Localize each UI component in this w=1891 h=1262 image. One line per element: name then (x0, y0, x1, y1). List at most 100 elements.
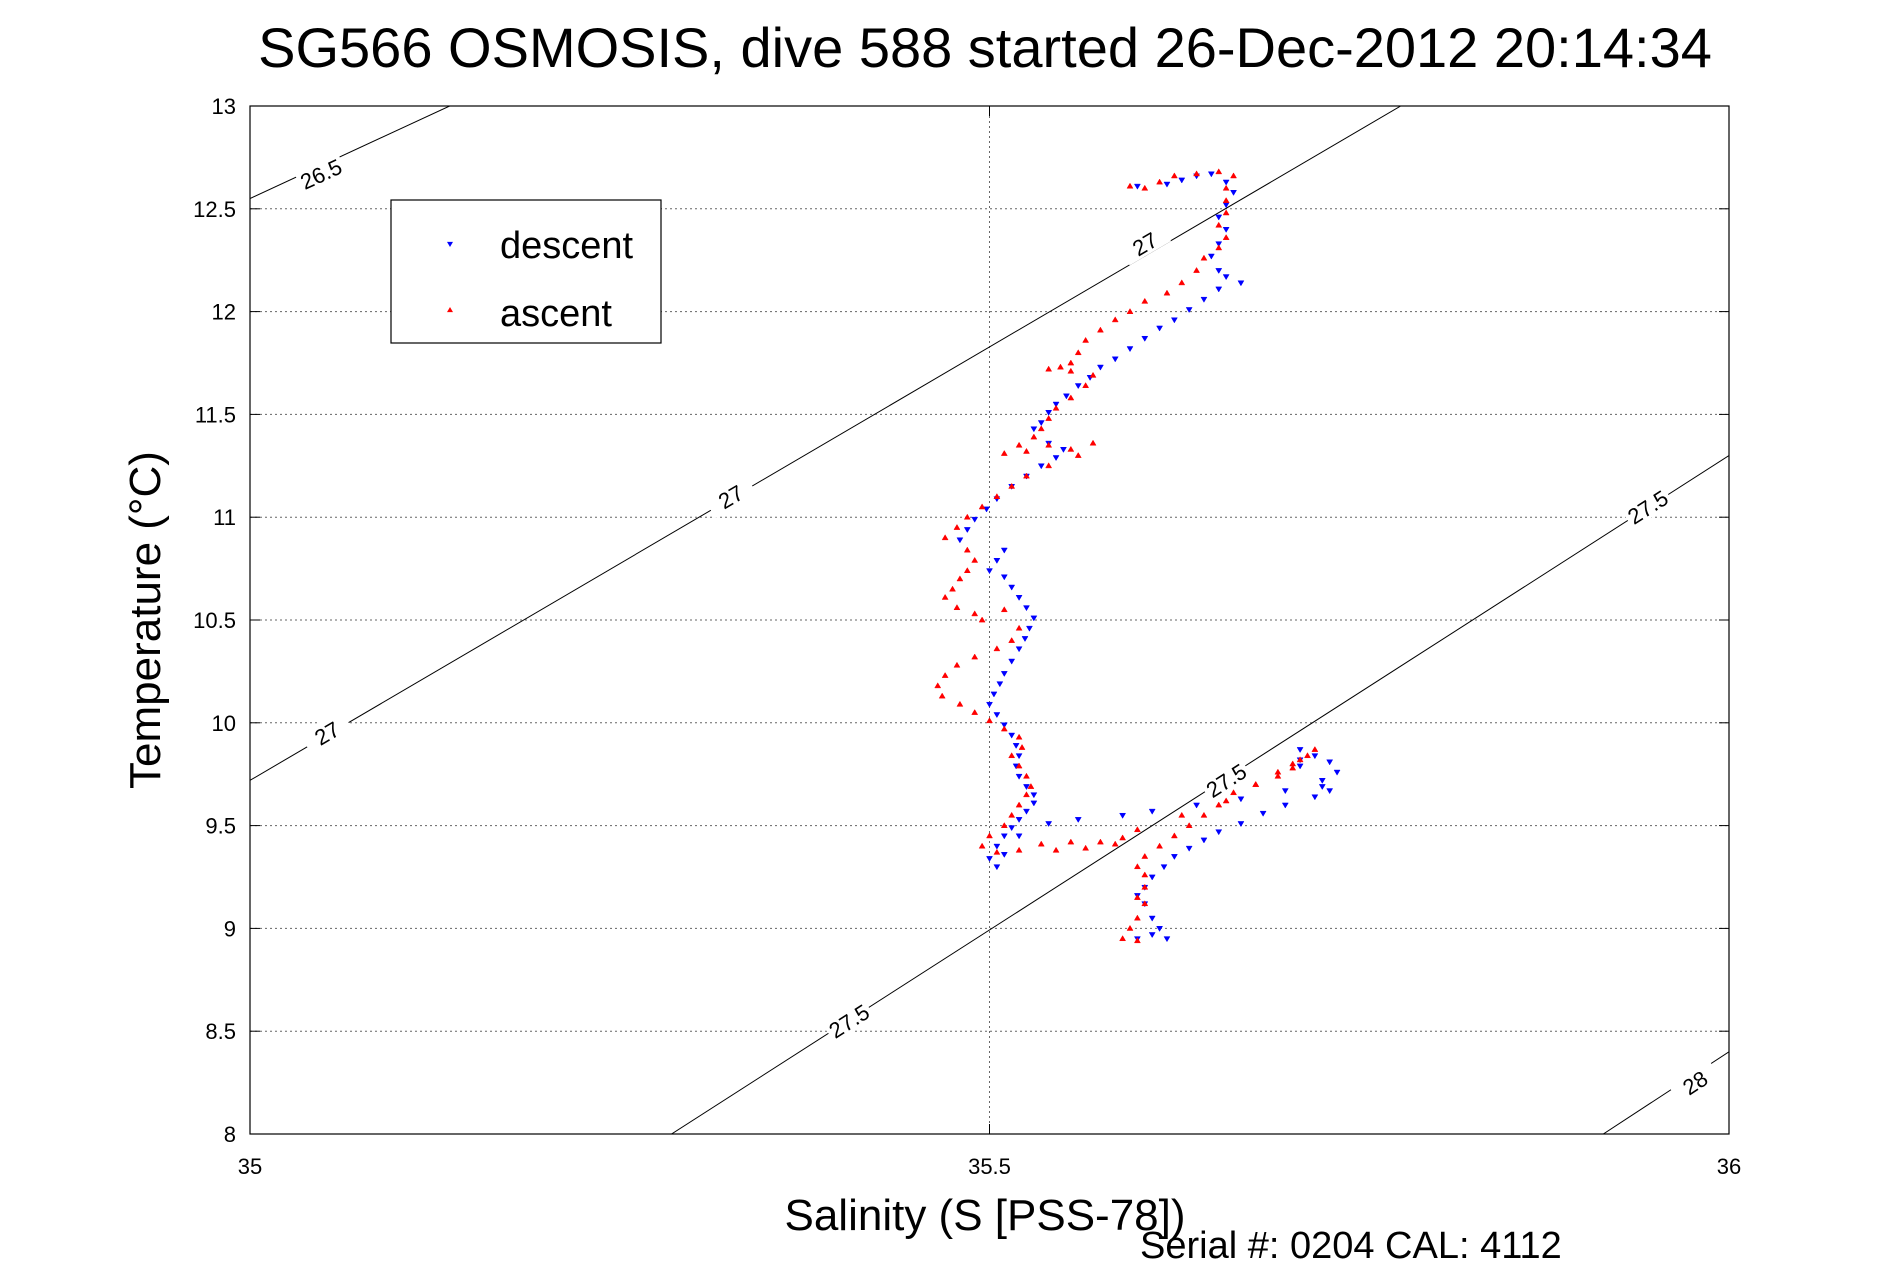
y-tick-label: 11 (213, 505, 236, 530)
data-point-descent (996, 681, 1004, 688)
data-point-ascent (1215, 168, 1223, 175)
isopycnal-label-bg (703, 473, 757, 519)
data-point-ascent (956, 575, 964, 582)
data-point-descent (1141, 335, 1149, 342)
data-point-ascent (1289, 764, 1297, 771)
y-tick-label: 13 (212, 94, 236, 119)
data-point-ascent (1015, 441, 1023, 448)
x-tick-label: 35.5 (968, 1154, 1011, 1179)
data-point-ascent (1133, 937, 1141, 944)
data-point-ascent (938, 692, 946, 699)
data-point-descent (1215, 214, 1223, 221)
serial-cal-footer: Serial #: 0204 CAL: 4112 (1140, 1225, 1562, 1262)
data-point-ascent (1074, 349, 1082, 356)
data-point-descent (1015, 833, 1023, 840)
x-tick-label: 35 (238, 1154, 262, 1179)
data-point-descent (1185, 307, 1193, 314)
data-point-descent (1008, 658, 1016, 665)
data-point-ascent (1200, 254, 1208, 261)
data-point-ascent (941, 672, 949, 678)
data-point-descent (1074, 383, 1082, 390)
data-point-descent (1030, 426, 1038, 433)
data-point-ascent (1119, 834, 1127, 841)
data-point-descent (1326, 759, 1334, 766)
data-point-ascent (941, 593, 949, 600)
data-point-descent (1030, 800, 1038, 807)
data-point-ascent (1057, 363, 1064, 370)
y-tick-label: 9 (224, 916, 236, 941)
data-point-ascent (1274, 772, 1282, 779)
isopycnal-line (250, 106, 450, 199)
data-point-ascent (1178, 279, 1186, 286)
legend: descent ascent (390, 199, 662, 344)
data-point-ascent (971, 653, 979, 660)
data-point-ascent (1030, 433, 1038, 440)
data-point-descent (1296, 747, 1304, 754)
data-point-ascent (1141, 184, 1149, 191)
data-point-ascent (1133, 894, 1141, 900)
data-point-descent (993, 843, 1001, 850)
data-point-descent (1207, 171, 1215, 178)
y-tick-label: 11.5 (195, 402, 236, 427)
data-point-descent (993, 558, 1001, 564)
data-point-ascent (1096, 326, 1104, 333)
data-point-ascent (1067, 367, 1075, 374)
data-point-descent (1222, 274, 1230, 281)
data-point-ascent (978, 503, 986, 510)
data-point-ascent (1045, 441, 1053, 448)
data-point-ascent (1304, 752, 1311, 759)
data-point-descent (1207, 253, 1215, 260)
data-point-descent (1000, 547, 1008, 554)
data-point-ascent (1045, 415, 1053, 421)
data-point-ascent (971, 556, 979, 563)
data-point-descent (1163, 936, 1171, 943)
data-point-descent (1052, 455, 1060, 462)
data-point-ascent (1023, 472, 1030, 479)
data-point-descent (1060, 447, 1067, 453)
data-point-ascent (1045, 365, 1053, 372)
x-tick-label: 36 (1717, 1154, 1741, 1179)
data-point-ascent (1089, 371, 1097, 378)
y-tick-label: 12.5 (193, 197, 236, 222)
data-point-ascent (1037, 840, 1045, 847)
data-point-ascent (956, 700, 964, 707)
data-point-descent (1311, 753, 1319, 760)
data-point-ascent (971, 610, 979, 617)
data-point-descent (1148, 808, 1156, 815)
data-point-descent (1023, 808, 1030, 815)
data-point-ascent (1052, 404, 1060, 411)
data-point-descent (1215, 829, 1223, 836)
data-point-descent (1185, 845, 1193, 852)
data-point-ascent (1156, 842, 1164, 849)
isopycnal-label-bg (293, 151, 348, 194)
data-point-ascent (1067, 359, 1075, 366)
data-point-descent (1148, 915, 1156, 922)
data-point-ascent (941, 534, 949, 541)
data-point-ascent (986, 717, 993, 724)
data-point-descent (1008, 732, 1016, 739)
data-point-descent (1170, 854, 1178, 860)
data-point-ascent (971, 709, 979, 715)
data-point-ascent (1193, 266, 1200, 273)
data-point-descent (1000, 833, 1008, 840)
chart-title: SG566 OSMOSIS, dive 588 started 26-Dec-2… (258, 16, 1712, 79)
data-point-descent (1015, 773, 1023, 780)
data-point-descent (1148, 932, 1156, 939)
data-point-descent (1052, 401, 1060, 408)
data-point-descent (1215, 268, 1223, 274)
data-point-ascent (986, 832, 993, 839)
data-point-ascent (1133, 826, 1141, 833)
y-tick-label: 12 (212, 300, 236, 325)
data-point-ascent (1222, 234, 1230, 240)
y-axis-label: Temperature (°C) (121, 451, 170, 789)
data-point-ascent (1052, 846, 1060, 853)
isopycnal-label-bg (1620, 483, 1674, 530)
data-point-ascent (1222, 184, 1230, 191)
data-point-descent (990, 691, 998, 698)
data-point-ascent (1023, 447, 1030, 454)
data-point-ascent (1296, 756, 1304, 763)
data-point-ascent (1015, 624, 1023, 631)
data-point-ascent (1015, 846, 1023, 853)
data-point-descent (1045, 821, 1053, 828)
data-point-ascent (1089, 439, 1097, 446)
